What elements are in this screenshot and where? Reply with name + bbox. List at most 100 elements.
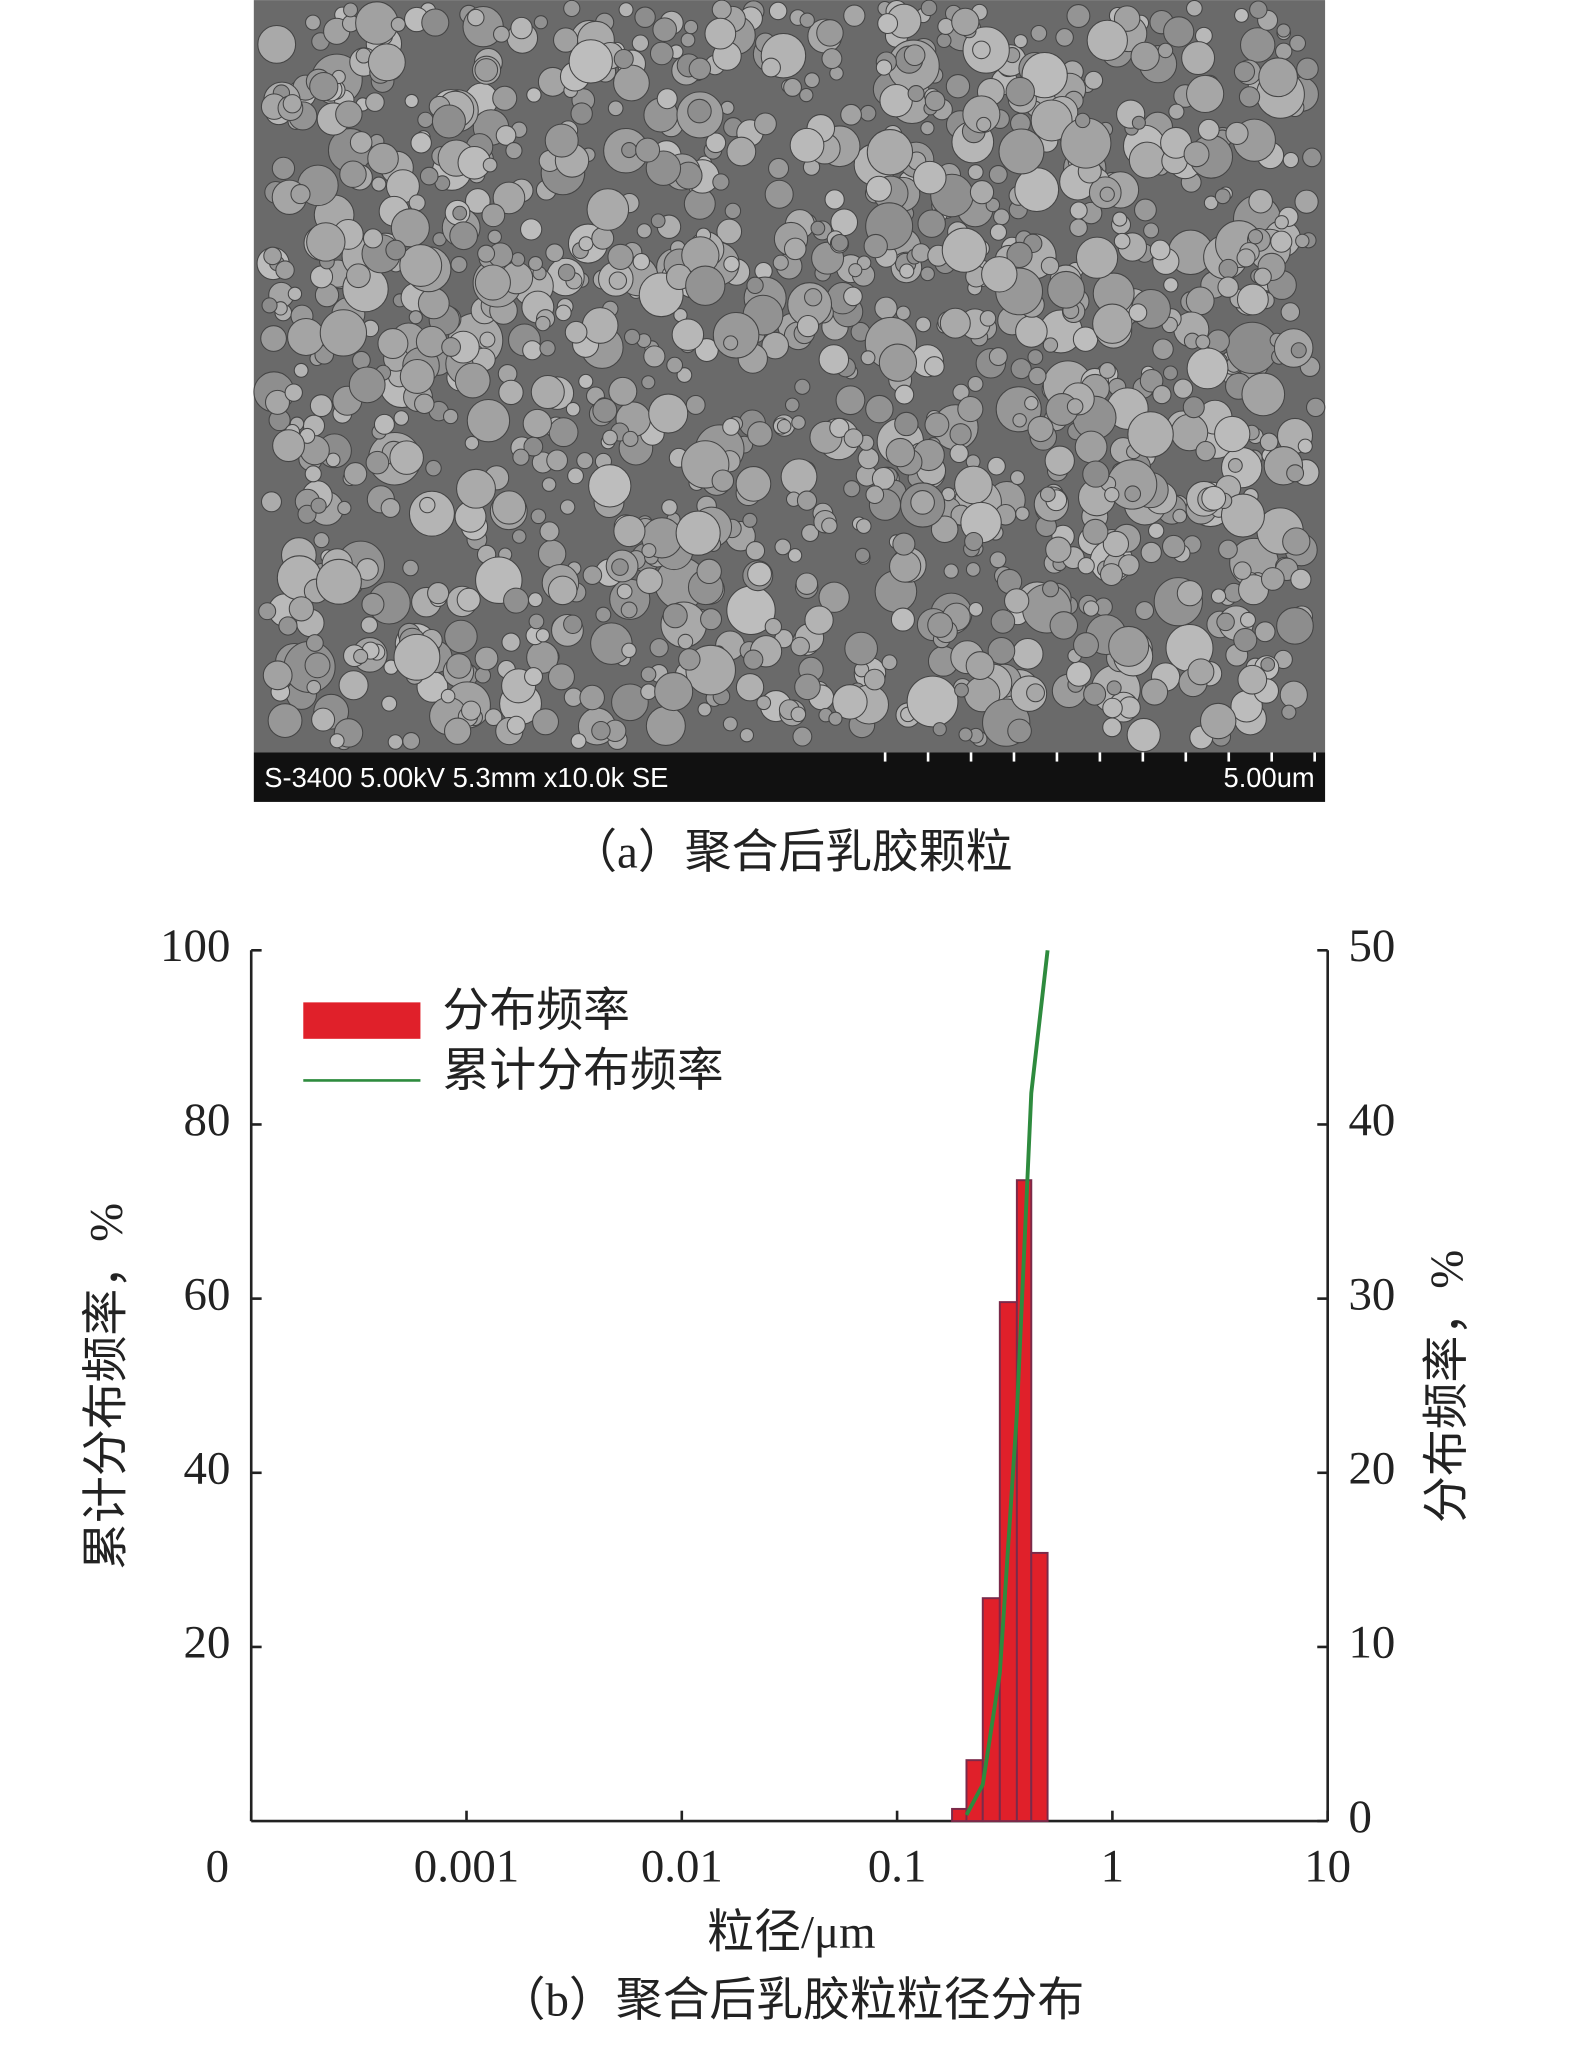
particle: [399, 244, 443, 287]
particle: [304, 465, 322, 483]
particle: [801, 524, 820, 543]
particle: [1027, 415, 1054, 443]
particle: [860, 350, 876, 366]
particle: [764, 179, 794, 209]
particle: [492, 85, 518, 111]
particle: [965, 651, 995, 681]
caption: （b）聚合后乳胶粒粒径分布: [499, 1974, 1085, 2026]
particle: [1083, 682, 1107, 706]
particle: [1260, 657, 1276, 672]
particle: [648, 393, 689, 434]
particle: [965, 562, 981, 577]
scale-label: 5.00um: [1224, 762, 1315, 793]
particle: [792, 726, 813, 747]
particle: [1163, 16, 1195, 48]
particle: [613, 48, 634, 69]
particle: [696, 558, 722, 585]
particle: [924, 90, 946, 112]
particle: [1077, 557, 1095, 575]
particle: [1254, 621, 1276, 643]
particle: [1073, 632, 1099, 659]
particle: [1024, 395, 1039, 411]
particle: [1195, 334, 1211, 350]
particle: [408, 490, 455, 537]
particle: [393, 633, 441, 681]
particle: [282, 94, 302, 114]
particle: [466, 398, 511, 443]
particle: [310, 497, 327, 514]
particle: [535, 315, 551, 332]
particle: [1010, 470, 1025, 486]
particle: [1218, 539, 1238, 560]
particle: [890, 607, 915, 632]
particle: [1045, 536, 1072, 563]
particle: [440, 688, 456, 704]
particle: [607, 100, 624, 117]
particle: [306, 222, 346, 262]
particle: [987, 636, 1016, 665]
particle: [1010, 358, 1032, 380]
particle: [1042, 337, 1059, 353]
particle: [671, 318, 705, 351]
y-tick-label: 100: [160, 920, 230, 972]
particle: [623, 328, 641, 346]
particle: [881, 654, 898, 671]
particle: [264, 389, 290, 415]
particle: [563, 614, 583, 635]
particle: [1066, 4, 1091, 28]
particle: [1237, 664, 1268, 695]
particle: [511, 529, 527, 544]
particle: [353, 648, 369, 664]
particle: [399, 359, 435, 394]
particle: [1015, 506, 1030, 521]
particle: [848, 263, 863, 278]
particle: [1203, 195, 1219, 211]
particle: [444, 717, 472, 745]
particle: [780, 458, 818, 496]
particle: [924, 356, 945, 377]
particle: [464, 188, 491, 214]
particle: [787, 548, 803, 563]
particle: [622, 430, 639, 448]
particle: [309, 71, 339, 102]
particle: [1201, 485, 1227, 511]
particle: [402, 732, 421, 750]
particle: [1253, 267, 1272, 286]
particle: [722, 417, 741, 436]
particle: [532, 708, 560, 736]
particle: [859, 104, 877, 122]
particle: [654, 672, 694, 712]
particle: [677, 633, 694, 650]
particle: [830, 233, 849, 252]
particle: [450, 256, 468, 273]
particle: [954, 682, 969, 698]
particle: [1086, 19, 1128, 62]
particle: [1275, 42, 1293, 60]
particle: [804, 605, 834, 635]
particle: [352, 350, 371, 370]
particle: [774, 538, 792, 556]
particle: [385, 239, 407, 261]
particle: [613, 514, 646, 548]
particle: [899, 263, 915, 279]
particle: [723, 335, 739, 351]
particle: [1106, 680, 1122, 696]
particle: [618, 2, 634, 18]
particle: [1249, 0, 1268, 19]
particle: [1134, 198, 1157, 222]
particle: [576, 452, 594, 470]
particle: [410, 132, 432, 154]
particle: [578, 236, 594, 252]
particle: [854, 547, 871, 564]
particle: [582, 565, 603, 585]
particle: [1099, 563, 1123, 587]
particle: [343, 2, 359, 18]
particle: [843, 4, 866, 27]
particle: [1286, 464, 1305, 483]
particle: [711, 0, 732, 20]
particle: [581, 307, 619, 344]
particle: [739, 728, 754, 743]
particle: [290, 184, 311, 205]
particle: [1066, 661, 1092, 687]
info-bar: [253, 752, 1326, 802]
